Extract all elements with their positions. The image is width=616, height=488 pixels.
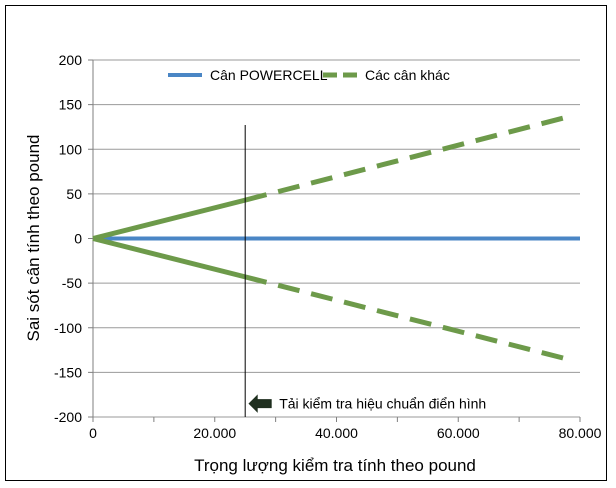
x-tick-label: 80.000 — [559, 425, 602, 441]
series-lines — [92, 112, 580, 364]
series-line-other-solid — [92, 236, 246, 280]
y-tick-label: 200 — [59, 52, 83, 68]
annotation: Tải kiểm tra hiệu chuẩn điển hình — [248, 394, 486, 413]
annotation-text: Tải kiểm tra hiệu chuẩn điển hình — [279, 396, 486, 412]
legend: Cân POWERCELL Các cân khác — [168, 67, 450, 83]
x-axis-label: Trọng lượng kiểm tra tính theo pound — [194, 456, 476, 475]
series-line-other-dashed — [244, 274, 575, 364]
y-tick-label: -50 — [62, 275, 82, 291]
x-tick-label: 20.000 — [193, 425, 236, 441]
legend-label: Các cân khác — [365, 67, 450, 83]
x-tick-labels: 0 20.000 40.000 60.000 80.000 — [89, 425, 602, 441]
y-tick-label: 0 — [74, 231, 82, 247]
y-tick-labels: -200 -150 -100 -50 0 50 100 150 200 — [54, 52, 82, 425]
y-tick-label: -150 — [54, 364, 82, 380]
y-tick-label: 100 — [59, 141, 83, 157]
y-tick-label: 50 — [66, 186, 82, 202]
left-arrow-icon — [248, 394, 272, 413]
series-line-other-dashed — [244, 112, 575, 203]
legend-label: Cân POWERCELL — [210, 67, 328, 83]
grid-lines — [93, 59, 580, 418]
series-line-other-solid — [92, 197, 246, 241]
y-tick-label: -200 — [54, 409, 82, 425]
x-tick-label: 40.000 — [315, 425, 358, 441]
x-tick-label: 60.000 — [437, 425, 480, 441]
y-tick-label: 150 — [59, 97, 83, 113]
y-axis-label: Sai sót cân tính theo pound — [24, 135, 43, 342]
axes — [88, 59, 581, 422]
x-tick-label: 0 — [89, 425, 97, 441]
y-tick-label: -100 — [54, 320, 82, 336]
